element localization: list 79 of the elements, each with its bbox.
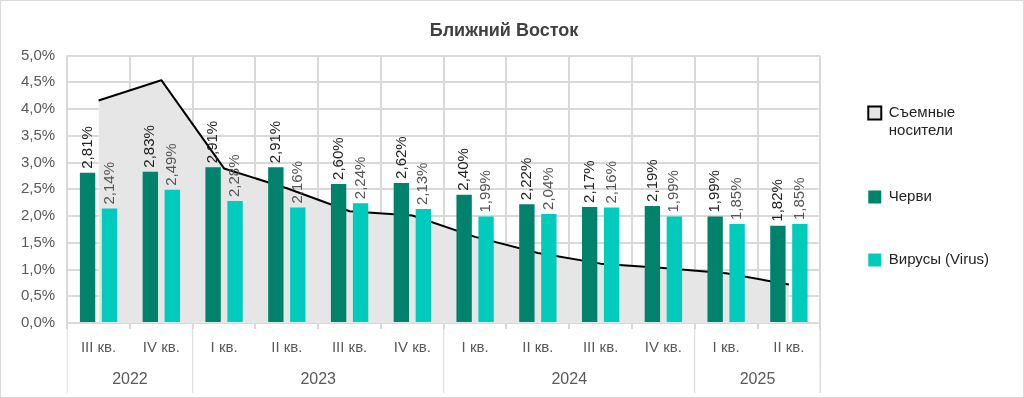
data-label: 1,99% — [705, 170, 723, 213]
x-tick-label: I кв. — [712, 338, 740, 356]
data-label: 2,04% — [538, 167, 556, 210]
chart-title: Ближний Восток — [429, 19, 580, 40]
bar — [205, 167, 221, 322]
x-tick-label: I кв. — [210, 338, 238, 356]
data-label: 2,16% — [601, 160, 619, 204]
legend-label: Вирусы (Virus) — [888, 250, 989, 268]
data-label: 1,99% — [476, 170, 494, 213]
data-label: 2,14% — [99, 162, 117, 205]
y-tick-label: 2,5% — [20, 179, 56, 197]
data-label: 2,28% — [225, 154, 243, 198]
y-tick-label: 5,0% — [20, 45, 56, 63]
data-label: 1,85% — [790, 177, 808, 221]
bar — [268, 167, 284, 322]
bar — [456, 194, 472, 322]
bar — [644, 205, 661, 322]
data-label: 2,81% — [77, 126, 95, 169]
bar — [478, 216, 494, 322]
y-tick-label: 1,0% — [20, 259, 56, 277]
x-tick-label: IV кв. — [644, 338, 682, 356]
bar — [79, 172, 96, 322]
data-label: 2,91% — [266, 120, 283, 164]
data-label: 2,24% — [350, 156, 368, 200]
y-tick-label: 4,0% — [20, 99, 56, 117]
data-label: 2,16% — [287, 160, 305, 204]
x-tick-label: II кв. — [522, 338, 554, 356]
legend-label: Черви — [888, 187, 932, 205]
data-label: 2,60% — [328, 137, 346, 180]
bar — [290, 207, 306, 322]
bar — [101, 208, 118, 322]
data-label: 2,17% — [579, 160, 597, 203]
bar — [729, 224, 745, 322]
y-tick-label: 0,0% — [20, 313, 56, 331]
data-label: 2,22% — [517, 157, 535, 201]
data-label: 2,49% — [162, 143, 180, 186]
bar — [666, 216, 683, 322]
bar — [792, 224, 808, 322]
data-label: 2,91% — [203, 120, 221, 164]
data-label: 2,62% — [391, 136, 409, 179]
bar — [227, 201, 243, 322]
x-tick-label: IV кв. — [393, 338, 431, 356]
x-tick-label: I кв. — [461, 338, 489, 356]
data-label: 2,83% — [140, 125, 158, 168]
data-label: 1,99% — [664, 170, 682, 213]
bar — [603, 207, 620, 322]
bar — [330, 183, 347, 322]
x-tick-label: IV кв. — [142, 338, 180, 356]
text: 2024 — [551, 370, 588, 388]
bar — [352, 203, 369, 322]
bar — [415, 209, 432, 322]
bar — [770, 225, 786, 322]
y-tick-label: 0,5% — [20, 286, 56, 304]
x-tick-label: III кв. — [331, 338, 368, 356]
x-tick-label: III кв. — [582, 338, 619, 356]
text: 2023 — [300, 370, 337, 388]
bar — [541, 213, 557, 322]
text: 2022 — [112, 370, 148, 388]
x-tick-label: II кв. — [773, 338, 805, 356]
y-tick-label: 2,0% — [20, 206, 56, 224]
text: 2025 — [739, 370, 776, 388]
data-label: 2,40% — [454, 148, 472, 191]
data-label: 2,13% — [413, 162, 431, 206]
bar — [142, 171, 159, 322]
y-tick-label: 1,5% — [20, 232, 56, 250]
legend-label: Съемные носители — [888, 103, 956, 139]
data-label: 1,82% — [768, 179, 786, 222]
data-label: 1,85% — [727, 177, 745, 221]
y-tick-label: 3,0% — [20, 152, 56, 170]
bar — [164, 189, 180, 322]
bar — [707, 216, 723, 322]
x-tick-label: II кв. — [271, 338, 303, 356]
bar — [581, 206, 598, 322]
x-tick-label: III кв. — [80, 338, 117, 356]
y-tick-label: 4,5% — [20, 72, 56, 90]
bar — [519, 204, 535, 322]
bar — [393, 182, 410, 322]
data-label: 2,19% — [642, 159, 660, 202]
y-tick-label: 3,5% — [20, 125, 56, 143]
